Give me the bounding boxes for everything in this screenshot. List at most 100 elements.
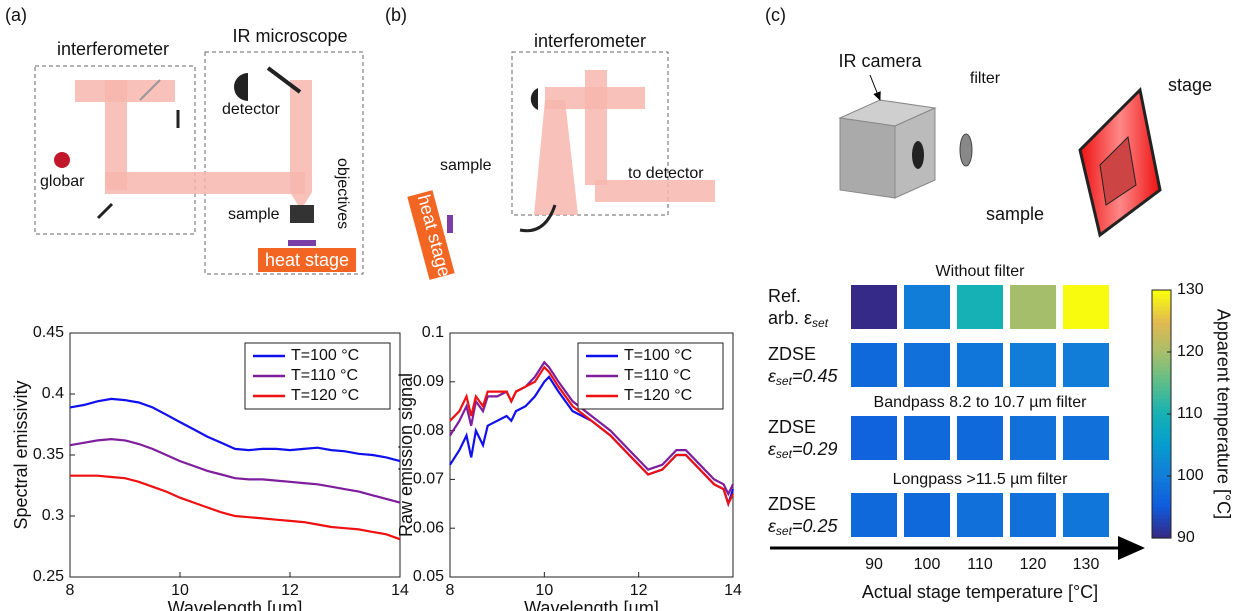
colorbar-step [1152, 398, 1171, 403]
colorbar-step [1152, 526, 1171, 531]
y-tick-label: 0.05 [413, 568, 444, 585]
cell [1063, 285, 1109, 329]
y-tick-label: 0.09 [413, 373, 444, 390]
diagram-b: heat stage interferometer sample to dete… [407, 31, 715, 280]
row-label-part: =0.29 [792, 439, 838, 459]
row-label: ZDSE [768, 344, 816, 364]
globar [54, 152, 70, 168]
x-tick-label: 120 [1020, 556, 1047, 573]
x-tick-label: 90 [865, 556, 883, 573]
cell [904, 343, 950, 387]
label: to detector [628, 165, 704, 182]
cell [957, 493, 1003, 537]
objective [290, 205, 314, 223]
colorbar-step [1152, 394, 1171, 399]
colorbar-step [1152, 362, 1171, 367]
colorbar-step [1152, 298, 1171, 303]
y-tick-label: 0.25 [33, 568, 64, 585]
colorbar-step [1152, 418, 1171, 423]
x-axis-label: Wavelength [µm] [524, 598, 659, 611]
cell [851, 493, 897, 537]
colorbar-step [1152, 446, 1171, 451]
row-label-part: arb. ε [768, 308, 812, 328]
colorbar-step [1152, 422, 1171, 427]
sample [447, 215, 453, 233]
cell [1010, 493, 1056, 537]
row-label-sub: set [812, 316, 829, 330]
colorbar-step [1152, 334, 1171, 339]
colorbar-step [1152, 530, 1171, 535]
row-label-part: =0.25 [792, 516, 839, 536]
cell [1010, 343, 1056, 387]
beam [595, 180, 715, 202]
colorbar-step [1152, 426, 1171, 431]
y-tick-label: 0.35 [33, 446, 64, 463]
colorbar-step [1152, 470, 1171, 475]
colorbar-step [1152, 310, 1171, 315]
colorbar-step [1152, 482, 1171, 487]
legend-label: T=100 °C [291, 347, 359, 364]
x-tick-label: 8 [66, 582, 75, 599]
y-tick-label: 0.3 [42, 507, 64, 524]
legend-label: T=100 °C [624, 347, 692, 364]
legend-label: T=110 °C [624, 367, 691, 384]
row-label: εset=0.29 [768, 439, 837, 461]
sample [288, 240, 316, 246]
colorbar-step [1152, 326, 1171, 331]
colorbar-step [1152, 338, 1171, 343]
colorbar-step [1152, 486, 1171, 491]
colorbar-step [1152, 450, 1171, 455]
y-tick-label: 0.4 [42, 385, 64, 402]
colorbar-step [1152, 478, 1171, 483]
cell [904, 285, 950, 329]
x-tick-label: 12 [281, 582, 299, 599]
colorbar-step [1152, 414, 1171, 419]
x-tick-label: 110 [967, 556, 993, 573]
cell [1010, 416, 1056, 460]
colorbar-step [1152, 466, 1171, 471]
x-tick-label: 10 [171, 582, 189, 599]
colorbar-step [1152, 434, 1171, 439]
colorbar-step [1152, 386, 1171, 391]
mirror [98, 204, 112, 218]
colorbar-step [1152, 322, 1171, 327]
colorbar-step [1152, 294, 1171, 299]
y-tick-label: 0.06 [413, 519, 444, 536]
panel-label: (c) [765, 5, 786, 25]
colorbar-step [1152, 430, 1171, 435]
colorbar-step [1152, 366, 1171, 371]
label: filter [970, 70, 1001, 87]
x-axis-label: Actual stage temperature [°C] [862, 582, 1098, 602]
label: interferometer [534, 31, 646, 51]
colorbar-step [1152, 522, 1171, 527]
beam [105, 172, 305, 194]
beam [534, 100, 578, 215]
row-label-part: =0.45 [792, 366, 839, 386]
row-label-sub: set [776, 524, 793, 538]
row-label: εset=0.25 [768, 516, 838, 538]
cell [1063, 493, 1109, 537]
x-tick-label: 10 [535, 582, 553, 599]
label: IR camera [838, 51, 922, 71]
diagram-c: IR camera filter stage sample [838, 51, 1212, 235]
colorbar-step [1152, 506, 1171, 511]
colorbar-tick-label: 130 [1177, 281, 1204, 298]
colorbar-step [1152, 354, 1171, 359]
section-title: Bandpass 8.2 to 10.7 µm filter [874, 394, 1088, 411]
label: IR microscope [232, 26, 347, 46]
x-tick-label: 8 [446, 582, 455, 599]
colorbar-step [1152, 290, 1171, 295]
colorbar-tick-label: 120 [1177, 343, 1204, 360]
beam [585, 70, 607, 185]
row-label: ZDSE [768, 417, 816, 437]
colorbar-step [1152, 510, 1171, 515]
label: detector [222, 101, 280, 118]
colorbar-step [1152, 302, 1171, 307]
figure: (a) (b) (c) interferometer IR microscope… [0, 0, 1244, 611]
colorbar-step [1152, 518, 1171, 523]
row-label-sub: set [776, 447, 793, 461]
colorbar-step [1152, 458, 1171, 463]
colorbar-step [1152, 442, 1171, 447]
cell [851, 285, 897, 329]
colorbar-step [1152, 454, 1171, 459]
